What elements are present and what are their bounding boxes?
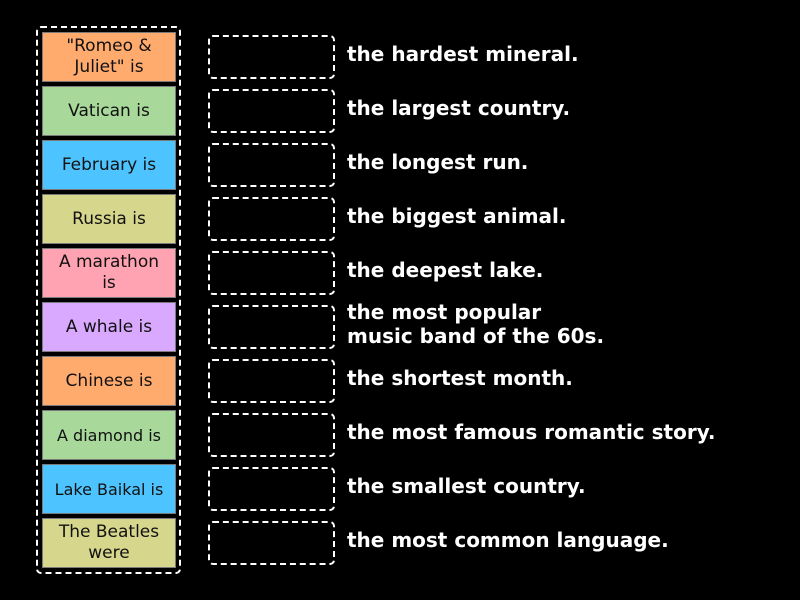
clue-text: the deepest lake. xyxy=(347,258,544,282)
answer-tile-label: Russia is xyxy=(72,208,146,229)
answer-tile[interactable]: A diamond is xyxy=(42,410,176,460)
drop-slot[interactable] xyxy=(208,521,335,565)
clue-text: the shortest month. xyxy=(347,366,573,390)
answer-tile-label: Chinese is xyxy=(65,370,153,391)
drop-slot[interactable] xyxy=(208,413,335,457)
drop-slot[interactable] xyxy=(208,467,335,511)
clue-text: the smallest country. xyxy=(347,474,586,498)
clue-text: the hardest mineral. xyxy=(347,42,579,66)
answer-tile-label: The Beatles were xyxy=(58,522,160,563)
answer-tile[interactable]: Chinese is xyxy=(42,356,176,406)
drop-slot[interactable] xyxy=(208,35,335,79)
answer-tile-label: Lake Baikal is xyxy=(54,479,164,499)
answer-tile[interactable]: "Romeo & Juliet" is xyxy=(42,32,176,82)
answer-tile[interactable]: A marathon is xyxy=(42,248,176,298)
answer-tiles-panel xyxy=(36,26,181,574)
answer-tile[interactable]: The Beatles were xyxy=(42,518,176,568)
drop-slot[interactable] xyxy=(208,89,335,133)
answer-tile-label: A diamond is xyxy=(57,425,161,445)
clue-text: the longest run. xyxy=(347,150,529,174)
clue-text: the biggest animal. xyxy=(347,204,567,228)
answer-tile[interactable]: Vatican is xyxy=(42,86,176,136)
answer-tile-label: "Romeo & Juliet" is xyxy=(66,36,152,77)
drop-slot[interactable] xyxy=(208,305,335,349)
clue-text: the largest country. xyxy=(347,96,571,120)
drop-slot[interactable] xyxy=(208,143,335,187)
answer-tile-label: A marathon is xyxy=(58,252,160,293)
drop-slot[interactable] xyxy=(208,197,335,241)
clue-text: the most common language. xyxy=(347,528,669,552)
answer-tile[interactable]: A whale is xyxy=(42,302,176,352)
clue-text: the most popular music band of the 60s. xyxy=(347,300,605,348)
answer-tile-label: February is xyxy=(61,154,157,175)
answer-tile[interactable]: February is xyxy=(42,140,176,190)
answer-tile-label: Vatican is xyxy=(68,100,150,121)
answer-tile-label: A whale is xyxy=(65,316,153,337)
drop-slot[interactable] xyxy=(208,359,335,403)
answer-tile[interactable]: Russia is xyxy=(42,194,176,244)
answer-tile[interactable]: Lake Baikal is xyxy=(42,464,176,514)
drop-slot[interactable] xyxy=(208,251,335,295)
clue-text: the most famous romantic story. xyxy=(347,420,716,444)
